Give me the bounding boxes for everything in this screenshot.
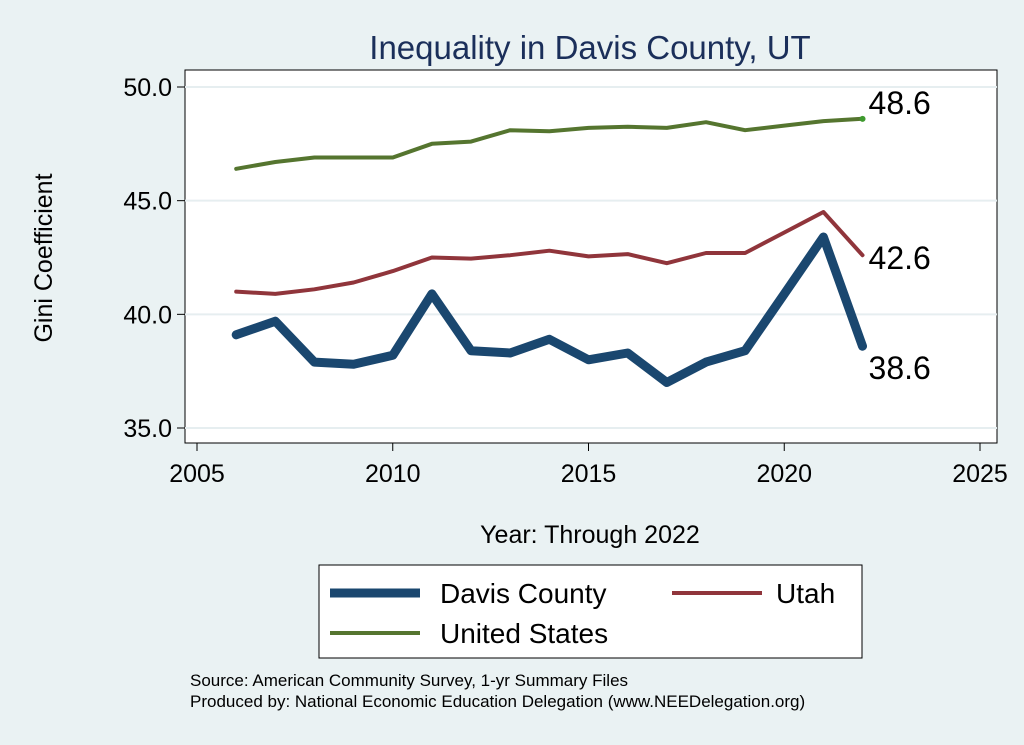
end-label-davis-county: 38.6	[869, 350, 931, 386]
source-note: Source: American Community Survey, 1-yr …	[190, 671, 628, 690]
x-tick-label: 2025	[952, 460, 1008, 488]
y-tick-label: 50.0	[123, 74, 172, 102]
series-lines	[231, 115, 867, 387]
producer-note: Produced by: National Economic Education…	[190, 692, 805, 711]
series-line-united-states	[234, 116, 865, 171]
series-line-utah	[234, 210, 865, 296]
x-tick-label: 2010	[365, 460, 421, 488]
legend-label-united-states: United States	[440, 618, 608, 649]
series-line-davis-county	[231, 232, 867, 387]
us-end-marker	[859, 115, 866, 122]
legend-label-utah: Utah	[776, 578, 835, 609]
y-tick-label: 35.0	[123, 415, 172, 443]
chart-title: Inequality in Davis County, UT	[369, 29, 810, 66]
grid	[185, 86, 997, 429]
x-tick-label: 2020	[756, 460, 812, 488]
legend-label-davis-county: Davis County	[440, 578, 607, 609]
end-labels: 38.6 42.6 48.6	[869, 85, 931, 386]
end-label-utah: 42.6	[869, 240, 931, 276]
end-label-united-states: 48.6	[869, 85, 931, 121]
legend-box	[318, 564, 863, 659]
axes: 35.0 40.0 45.0 50.0 2005 2010 2015 2020 2025	[123, 74, 1007, 488]
y-tick-label: 45.0	[123, 188, 172, 216]
legend: Davis County Utah United States	[318, 564, 863, 659]
y-tick-label: 40.0	[123, 301, 172, 329]
x-tick-label: 2005	[169, 460, 225, 488]
x-axis-title: Year: Through 2022	[480, 521, 700, 549]
y-axis-title: Gini Coefficient	[30, 173, 58, 342]
x-tick-label: 2015	[561, 460, 617, 488]
